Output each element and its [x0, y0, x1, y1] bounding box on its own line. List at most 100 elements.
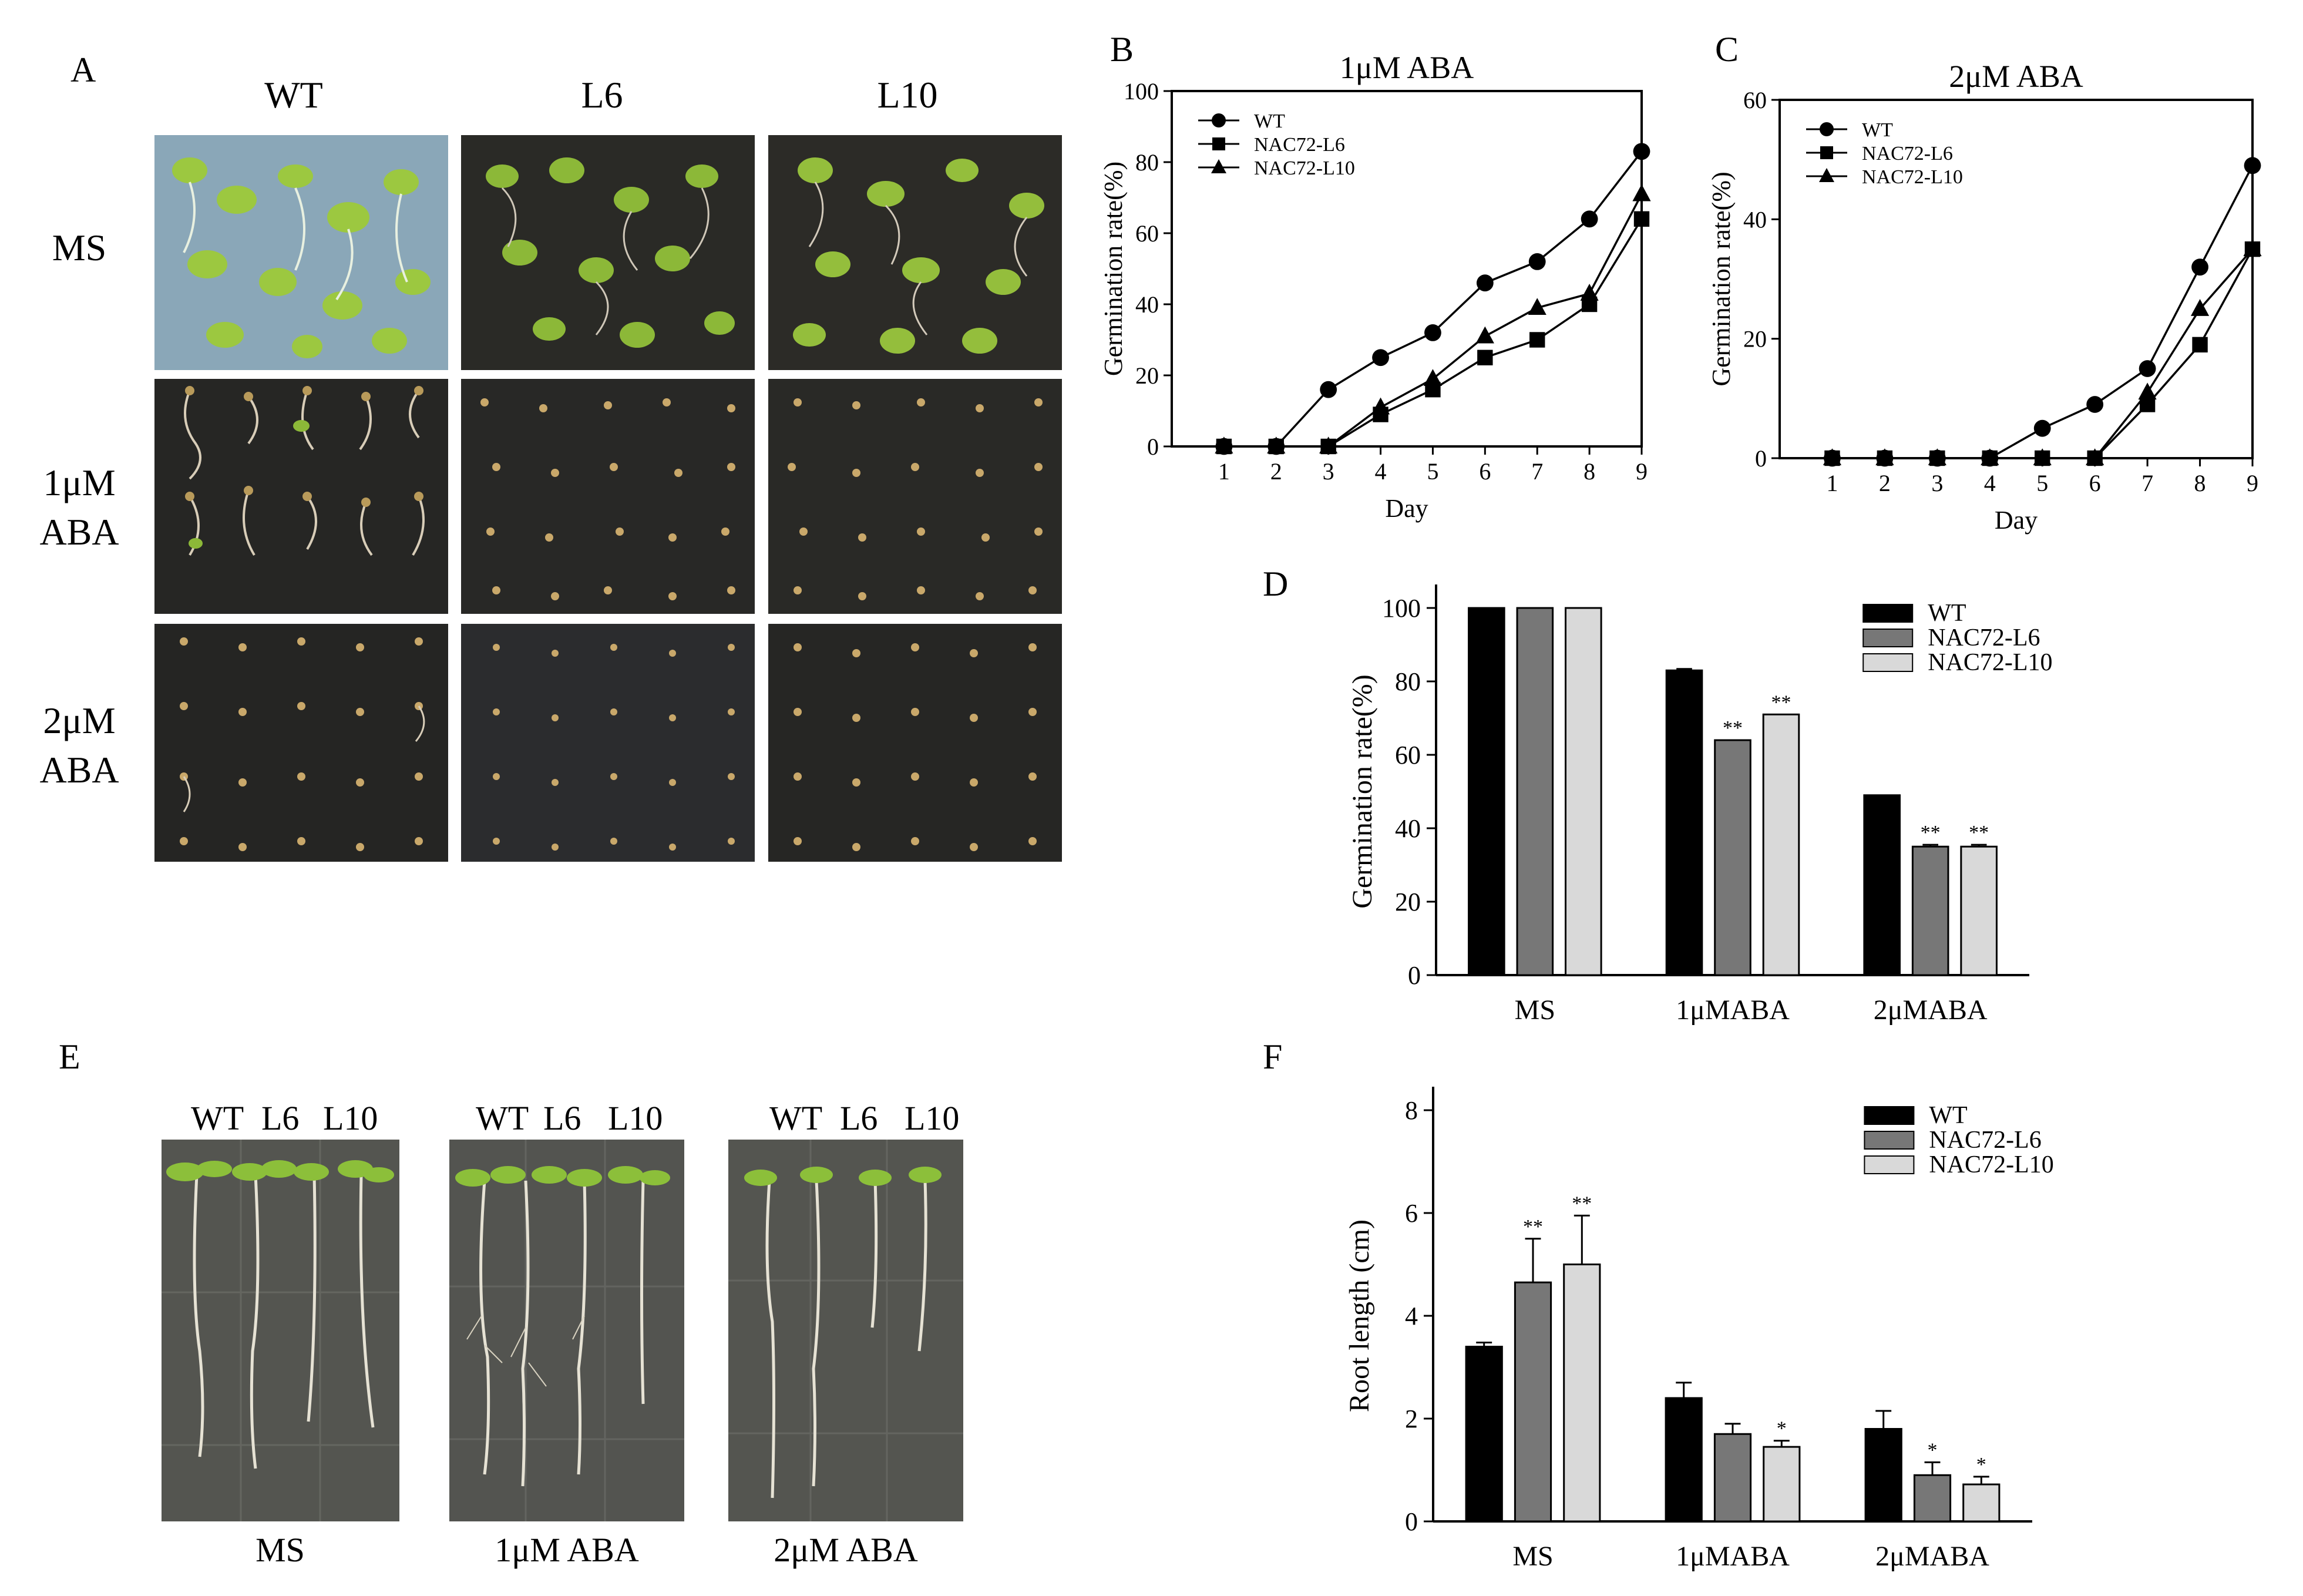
x-tick-label: MS [1515, 994, 1555, 1026]
chart-d-germination-bars: 0 20 40 60 80 100 Germination rate(%) MS 1μMABA *… [1347, 584, 2053, 1026]
x-tick-label: 8 [1583, 458, 1595, 485]
data-point [2192, 337, 2208, 353]
photo-2um-wt [154, 624, 448, 862]
panel-a-col-l6: L6 [581, 74, 623, 116]
significance-label: ** [1969, 822, 1989, 844]
data-point [1424, 324, 1441, 341]
panel-d-letter: D [1263, 565, 1289, 603]
x-tick-label: 3 [1931, 470, 1943, 496]
panel-a-row-ms: MS [21, 223, 138, 273]
y-axis-label: Germination rate(%) [1707, 172, 1736, 386]
bar-nac72-l6 [1911, 845, 1949, 976]
panel-e-letter: E [59, 1037, 80, 1076]
x-tick-label: 2 [1270, 458, 1282, 485]
chart-title: 2μM ABA [1949, 59, 2083, 94]
legend-label: WT [1862, 119, 1893, 141]
bar-nac72-l10 [1565, 607, 1602, 976]
data-point [1928, 448, 1946, 465]
panel-a-col-wt: WT [264, 74, 323, 116]
data-point [1423, 369, 1443, 387]
data-point [1319, 436, 1338, 453]
bar-wt [1665, 669, 1703, 976]
x-tick-label: 5 [2036, 470, 2048, 496]
bar-nac72-l6 [1514, 1281, 1552, 1523]
data-point [1580, 284, 1599, 301]
bar-nac72-l10 [1960, 845, 1998, 976]
data-point [1320, 381, 1337, 398]
data-point [2190, 299, 2210, 316]
e-1um-label-l10: L10 [608, 1099, 663, 1137]
row-ms-line1: MS [52, 227, 107, 268]
bar-wt [1864, 1428, 1902, 1523]
e-photo-ms [162, 1140, 399, 1521]
y-tick-label: 40 [1135, 291, 1159, 318]
y-tick-label: 20 [1395, 888, 1421, 916]
y-tick-label: 6 [1405, 1199, 1418, 1228]
bar-nac72-l10 [1762, 713, 1800, 976]
bar-nac72-l6 [1713, 1433, 1752, 1523]
photo-1um-wt [154, 379, 448, 614]
y-tick-label: 80 [1395, 667, 1421, 696]
e-caption-1um: 1μM ABA [495, 1531, 639, 1569]
data-point [1632, 184, 1651, 201]
y-axis-label: Germination rate(%) [1099, 162, 1128, 376]
significance-label: ** [1572, 1192, 1592, 1214]
x-tick-label: 1 [1218, 458, 1230, 485]
y-tick-label: 100 [1382, 594, 1421, 623]
plot-frame [1171, 90, 1643, 448]
legend-label: NAC72-L10 [1254, 157, 1355, 179]
legend-swatch [1864, 1131, 1915, 1150]
e-1um-label-wt: WT [476, 1099, 529, 1137]
photo-1um-l6 [461, 379, 755, 614]
x-tick-label: 7 [2141, 470, 2153, 496]
y-tick-label: 60 [1743, 87, 1767, 113]
legend-label: NAC72-L6 [1929, 1127, 2041, 1154]
x-tick-label: 7 [1531, 458, 1543, 485]
e-1um-label-l6: L6 [543, 1099, 581, 1137]
e-photo-2um [728, 1140, 963, 1521]
y-tick-label: 0 [1408, 961, 1421, 990]
data-point [2139, 360, 2156, 377]
legend-marker [1819, 168, 1834, 182]
significance-label: * [1976, 1454, 1986, 1476]
bar-nac72-l10 [1763, 1446, 1801, 1523]
data-point [2191, 258, 2208, 276]
e-ms-label-wt: WT [191, 1099, 244, 1137]
chart-c-germination-2um: 2μM ABA 0 20 40 60 1 2 3 4 5 6 7 8 9 Day Germination ra… [1707, 59, 2262, 535]
data-point [2033, 448, 2052, 465]
data-point [1981, 448, 1999, 465]
legend-label: NAC72-L6 [1928, 624, 2040, 651]
x-tick-label: 2μMABA [1875, 1541, 1989, 1572]
y-tick-label: 40 [1395, 814, 1421, 843]
bar-nac72-l10 [1962, 1483, 2001, 1523]
data-point [2033, 419, 2051, 437]
data-point [1633, 211, 1650, 227]
bar-nac72-l6 [1913, 1474, 1952, 1523]
legend-label: WT [1928, 600, 1966, 627]
data-point [1372, 349, 1389, 367]
data-point [1476, 274, 1494, 292]
panel-c-letter: C [1715, 30, 1739, 69]
row-2um-line2: ABA [39, 749, 119, 791]
row-1um-line2: ABA [39, 511, 119, 553]
legend-marker [1212, 113, 1226, 127]
data-point [1267, 436, 1286, 453]
panel-a-letter: A [70, 51, 96, 89]
x-axis-label: Day [1385, 494, 1428, 523]
series-nac72-l10: NAC72-L10 [1806, 166, 2262, 465]
x-tick-label: 4 [1984, 470, 1996, 496]
e-ms-label-l6: L6 [261, 1099, 300, 1137]
data-point [1529, 332, 1545, 348]
e-2um-label-wt: WT [769, 1099, 823, 1137]
y-tick-label: 0 [1405, 1507, 1418, 1536]
y-tick-label: 20 [1135, 362, 1159, 389]
legend-label: NAC72-L10 [1862, 166, 1963, 188]
y-tick-label: 100 [1124, 78, 1159, 105]
y-tick-label: 80 [1135, 149, 1159, 176]
bar-wt [1468, 607, 1505, 976]
significance-label: * [1777, 1418, 1787, 1440]
legend-label: NAC72-L10 [1929, 1151, 2053, 1178]
y-tick-label: 8 [1405, 1096, 1418, 1125]
y-tick-label: 20 [1743, 326, 1767, 352]
